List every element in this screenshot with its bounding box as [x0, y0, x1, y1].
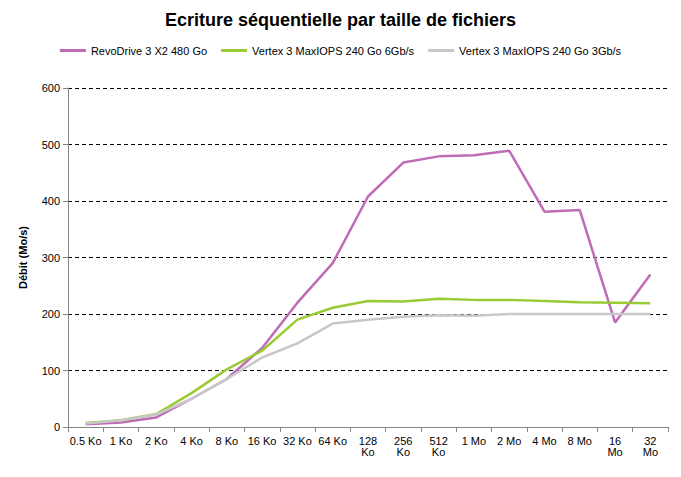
svg-text:64 Ko: 64 Ko — [318, 435, 347, 447]
svg-text:32 Ko: 32 Ko — [283, 435, 312, 447]
svg-text:300: 300 — [42, 252, 60, 264]
svg-text:1 Mo: 1 Mo — [462, 435, 486, 447]
svg-text:Ko: Ko — [432, 446, 445, 458]
svg-text:32: 32 — [644, 434, 657, 447]
svg-text:RevoDrive 3 X2 480 Go: RevoDrive 3 X2 480 Go — [91, 45, 207, 57]
svg-text:Ko: Ko — [361, 446, 374, 458]
svg-text:Vertex 3 MaxIOPS 240 Go 3Gb/s: Vertex 3 MaxIOPS 240 Go 3Gb/s — [459, 45, 622, 57]
svg-text:1 Ko: 1 Ko — [110, 435, 133, 447]
svg-text:200: 200 — [42, 308, 60, 320]
svg-text:512: 512 — [429, 434, 448, 447]
svg-text:8 Ko: 8 Ko — [216, 435, 239, 447]
svg-text:2 Mo: 2 Mo — [497, 435, 521, 447]
svg-text:Mo: Mo — [607, 446, 622, 458]
svg-text:2 Ko: 2 Ko — [145, 435, 168, 447]
svg-text:600: 600 — [42, 82, 60, 94]
svg-text:4 Mo: 4 Mo — [532, 435, 556, 447]
svg-text:Vertex 3 MaxIOPS 240 Go 6Gb/s: Vertex 3 MaxIOPS 240 Go 6Gb/s — [252, 45, 415, 57]
svg-text:Ko: Ko — [397, 446, 410, 458]
svg-text:4 Ko: 4 Ko — [180, 435, 203, 447]
svg-text:0.5 Ko: 0.5 Ko — [70, 435, 102, 447]
svg-text:128: 128 — [358, 434, 378, 447]
svg-text:16 Ko: 16 Ko — [248, 435, 277, 447]
svg-text:16: 16 — [608, 434, 622, 447]
svg-text:8 Mo: 8 Mo — [568, 435, 592, 447]
svg-text:Mo: Mo — [643, 446, 658, 458]
svg-text:0: 0 — [54, 421, 60, 433]
svg-text:100: 100 — [42, 365, 60, 377]
svg-text:500: 500 — [42, 139, 60, 151]
svg-text:Ecriture séquentielle par tail: Ecriture séquentielle par taille de fich… — [165, 10, 516, 30]
svg-text:Débit (Mo/s): Débit (Mo/s) — [17, 226, 29, 289]
svg-text:400: 400 — [42, 195, 60, 207]
svg-text:256: 256 — [394, 434, 413, 447]
